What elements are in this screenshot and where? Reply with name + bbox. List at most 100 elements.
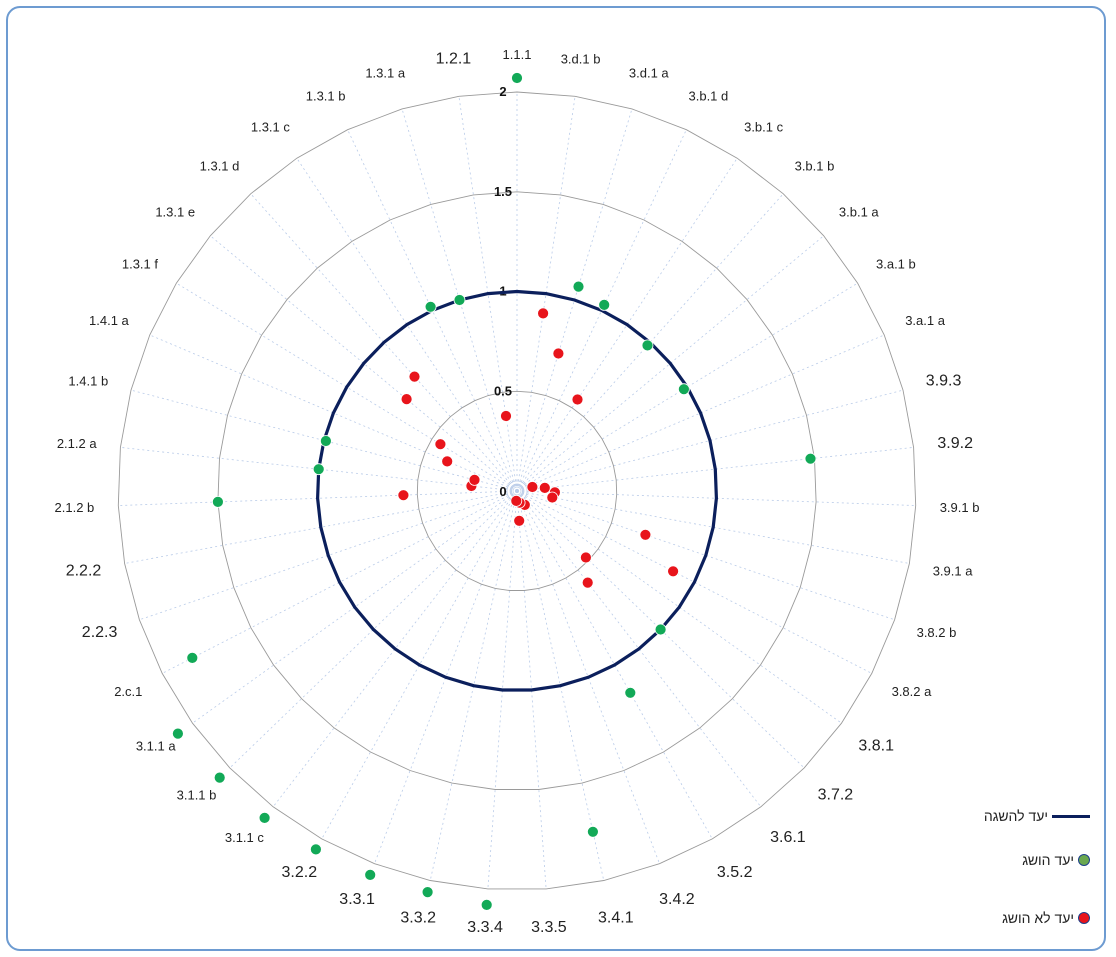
not-achieved-point	[667, 565, 679, 578]
achieved-point	[309, 843, 322, 856]
category-label: 1.3.1 a	[365, 66, 406, 81]
category-label: 3.9.1 b	[940, 500, 980, 515]
achieved-point	[186, 652, 199, 664]
category-label: 3.d.1 b	[561, 52, 601, 67]
spoke	[516, 282, 858, 492]
category-label: 3.9.1 a	[933, 563, 974, 578]
category-label: 3.2.2	[282, 864, 318, 881]
achieved-point	[641, 339, 654, 352]
category-label: 3.4.2	[659, 891, 695, 908]
category-label: 2.2.2	[66, 562, 102, 579]
spoke	[118, 490, 518, 506]
not-achieved-point	[400, 393, 413, 406]
spoke	[374, 490, 518, 864]
not-achieved-point	[639, 528, 652, 541]
category-label: 3.a.1 b	[876, 256, 916, 271]
spoke	[516, 193, 784, 492]
not-achieved-point	[397, 489, 410, 502]
legend-item-target: יעד להשגה	[984, 808, 1090, 824]
category-label: 3.d.1 a	[629, 66, 670, 81]
category-label: 3.1.1 c	[225, 830, 265, 845]
tick-label: 0.5	[494, 383, 512, 398]
category-label: 3.b.1 c	[744, 120, 784, 135]
category-label: 1.3.1 d	[200, 159, 240, 174]
legend-achieved-label: יעד הושג	[1022, 852, 1074, 868]
achieved-point	[171, 727, 184, 740]
achieved-point	[312, 463, 325, 476]
achieved-point	[258, 812, 271, 824]
category-label: 2.1.2 b	[55, 500, 95, 515]
category-label: 3.1.1 b	[177, 787, 217, 802]
category-label: 2.2.3	[82, 624, 118, 641]
spoke	[149, 334, 518, 492]
spoke	[516, 490, 805, 769]
not-achieved-point	[546, 491, 559, 504]
achieved-point	[480, 899, 493, 911]
spoke	[296, 158, 518, 492]
achieved-point	[453, 294, 466, 306]
not-achieved-point	[552, 347, 565, 360]
achieved-point	[587, 825, 599, 838]
not-achieved-point	[580, 551, 592, 564]
spoke	[516, 108, 633, 492]
grid-ring	[117, 91, 917, 890]
category-label: 1.3.1 c	[251, 120, 291, 135]
category-label: 3.8.2 a	[892, 684, 933, 699]
legend-target-label: יעד להשגה	[983, 808, 1048, 824]
spoke	[401, 108, 518, 492]
tick-label: 2	[499, 84, 506, 99]
grid-ring	[217, 191, 817, 790]
tick-label: 1.5	[494, 184, 512, 199]
not-achieved-point	[513, 514, 526, 527]
category-label: 3.4.1	[598, 910, 634, 927]
category-label: 3.a.1 a	[905, 313, 946, 328]
spoke	[272, 490, 518, 808]
not-achieved-point	[408, 370, 421, 383]
not-achieved-point	[537, 307, 549, 320]
category-label: 3.3.4	[467, 919, 503, 936]
category-label: 3.1.1 a	[136, 738, 177, 753]
spoke	[250, 193, 518, 492]
spoke	[516, 490, 842, 724]
spoke	[161, 490, 518, 674]
category-label: 2.c.1	[114, 684, 142, 699]
category-label: 3.9.2	[937, 435, 973, 452]
spoke	[516, 158, 738, 492]
spoke	[516, 446, 914, 492]
tick-label: 0	[499, 484, 506, 499]
category-label: 1.1.1	[503, 47, 532, 62]
category-label: 2.1.2 a	[57, 436, 98, 451]
achieved-point	[624, 686, 637, 699]
not-achieved-point	[500, 410, 512, 422]
not-achieved-point	[510, 494, 523, 507]
category-label: 1.3.1 b	[306, 88, 346, 103]
legend-target-line	[1052, 814, 1090, 818]
spoke	[516, 96, 576, 492]
legend: יעד להשגה יעד הושג יעד לא הושג	[925, 800, 1100, 950]
spoke	[176, 282, 518, 492]
spoke	[516, 334, 885, 492]
spoke	[458, 96, 518, 492]
category-label: 3.8.2 b	[917, 625, 957, 640]
legend-not-achieved-label: יעד לא הושג	[1002, 910, 1074, 926]
legend-achieved-marker	[1078, 854, 1090, 866]
achieved-point	[572, 280, 585, 293]
category-label: 3.8.1	[858, 737, 894, 754]
chart-frame	[6, 6, 1106, 951]
spoke	[229, 490, 518, 769]
achieved-point	[319, 435, 332, 447]
spoke	[139, 490, 518, 621]
category-label: 3.7.2	[818, 786, 854, 803]
category-label: 3.9.3	[926, 373, 962, 390]
not-achieved-point	[434, 438, 447, 451]
achieved-point	[211, 495, 224, 508]
category-label: 1.3.1 e	[155, 205, 195, 220]
category-label: 3.6.1	[770, 829, 806, 846]
not-achieved-point	[538, 481, 551, 494]
center-ring	[512, 486, 522, 496]
series-target-line	[315, 289, 719, 692]
spoke	[516, 490, 895, 621]
category-label: 3.3.2	[400, 910, 436, 927]
category-label: 3.3.1	[339, 891, 375, 908]
category-label: 1.4.1 b	[68, 374, 108, 389]
